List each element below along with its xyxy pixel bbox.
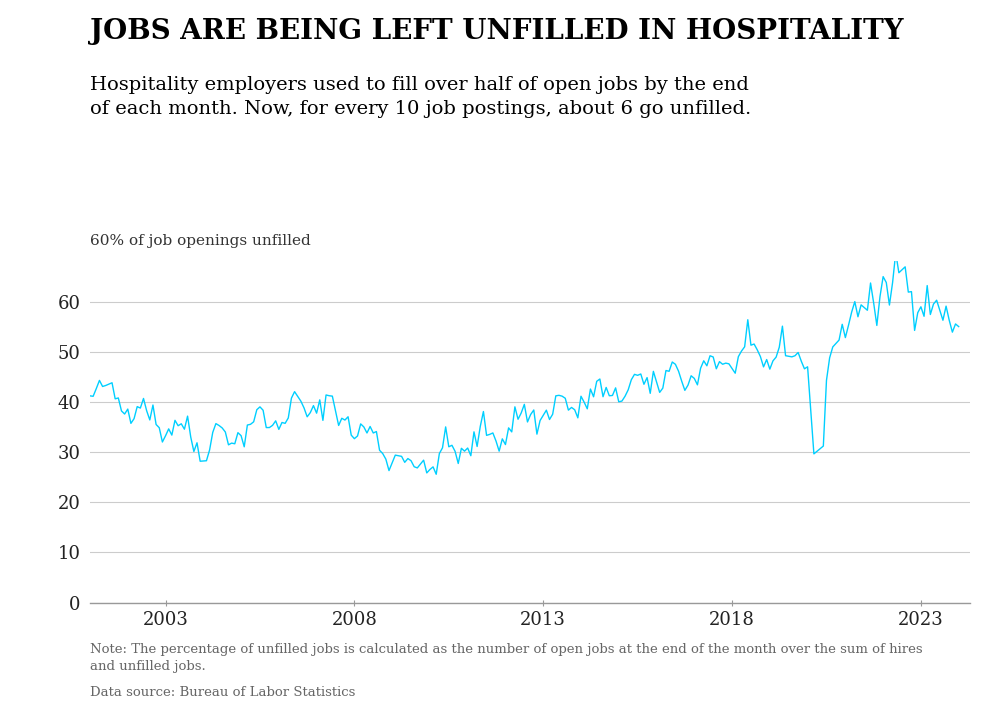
Text: Data source: Bureau of Labor Statistics: Data source: Bureau of Labor Statistics	[90, 686, 355, 699]
Text: 60% of job openings unfilled: 60% of job openings unfilled	[90, 234, 311, 248]
Text: Note: The percentage of unfilled jobs is calculated as the number of open jobs a: Note: The percentage of unfilled jobs is…	[90, 643, 923, 672]
Text: Hospitality employers used to fill over half of open jobs by the end
of each mon: Hospitality employers used to fill over …	[90, 76, 751, 118]
Text: JOBS ARE BEING LEFT UNFILLED IN HOSPITALITY: JOBS ARE BEING LEFT UNFILLED IN HOSPITAL…	[90, 18, 904, 45]
